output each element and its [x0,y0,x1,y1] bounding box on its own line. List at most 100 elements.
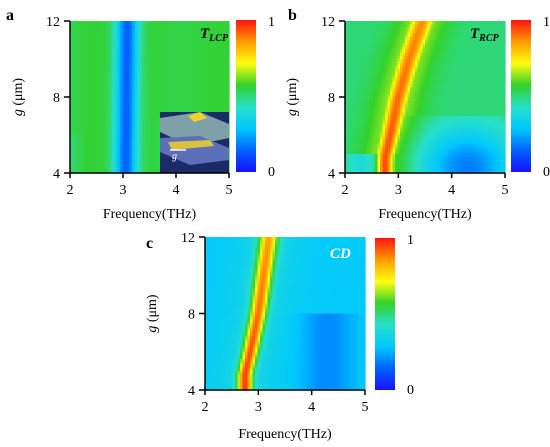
heatmap-cell [151,125,156,130]
heatmap-cell [114,21,118,25]
heatmap-cell [164,27,168,32]
heatmap-cell [500,52,504,57]
heatmap-cell [390,30,394,35]
heatmap-cell [77,24,81,28]
heatmap-cell [70,150,74,155]
heatmap-cell [420,27,424,32]
heatmap-cell [166,100,170,104]
heatmap-cell [500,40,504,44]
heatmap-cell [112,30,116,35]
heatmap-cell [186,21,190,25]
heatmap-cell [176,33,180,38]
heatmap-cell [171,106,175,111]
heatmap-cell [99,157,103,161]
heatmap-cell [94,154,98,158]
heatmap-cell [495,40,499,44]
heatmap-cell [89,150,93,155]
heatmap-cell [79,147,84,152]
heatmap-cell [467,52,471,57]
heatmap-cell [124,100,128,104]
heatmap-cell [447,43,451,47]
heatmap-cell [226,106,230,111]
heatmap-cell [355,24,359,28]
heatmap-cell [400,33,404,38]
heatmap-cell [455,49,459,54]
heatmap-cell [362,55,366,60]
heatmap-cell [176,90,180,95]
heatmap-cell [82,27,86,32]
heatmap-cell [199,71,203,76]
heatmap-cell [194,74,198,79]
heatmap-cell [109,33,113,38]
heatmap-cell [74,71,79,76]
heatmap-cell [407,43,411,47]
heatmap-cell [99,112,103,117]
heatmap-cell [345,43,349,47]
heatmap-cell [124,24,128,28]
heatmap-cell [201,59,205,63]
heatmap-cell [144,27,148,32]
heatmap-cell [380,24,384,28]
heatmap-cell [221,78,225,82]
heatmap-cell [82,141,86,146]
heatmap-cell [171,84,175,89]
heatmap-cell [84,147,88,152]
heatmap-cell [129,135,133,139]
heatmap-cell [112,36,116,41]
heatmap-cell [224,46,228,51]
heatmap-cell [149,33,153,38]
heatmap-cell [117,87,121,92]
heatmap-cell [102,24,106,28]
heatmap-cell [112,106,116,111]
heatmap-cell [189,71,193,76]
heatmap-cell [216,27,220,32]
heatmap-cell [194,33,198,38]
heatmap-cell [226,93,230,98]
heatmap-cell [112,71,116,76]
heatmap-cell [432,55,436,60]
heatmap-cell [137,87,141,92]
heatmap-cell [492,43,496,47]
heatmap-cell [142,46,146,51]
heatmap-cell [154,103,158,108]
heatmap-cell [74,65,79,70]
heatmap-cell [367,55,371,60]
heatmap-cell [211,21,215,25]
heatmap-cell [392,36,396,41]
heatmap-cell [154,62,158,66]
heatmap-cell [169,62,173,66]
heatmap-cell [442,36,446,41]
heatmap-cell [139,160,143,165]
heatmap-cell [127,52,131,57]
heatmap-cell [447,33,451,38]
heatmap-cell [224,33,228,38]
heatmap-cell [122,106,126,111]
heatmap-cell [201,43,205,47]
heatmap-cell [89,169,93,174]
heatmap-cell [149,71,153,76]
heatmap-cell [132,87,136,92]
heatmap-cell [154,147,158,152]
heatmap-cell [176,21,180,25]
heatmap-cell [216,109,220,114]
heatmap-cell [367,52,371,57]
heatmap-cell [189,55,193,60]
heatmap-cell [487,27,491,32]
heatmap-cell [119,122,123,127]
heatmap-cell [181,49,185,54]
heatmap-cell [452,52,456,57]
heatmap-cell [159,100,163,104]
heatmap-cell [149,43,153,47]
heatmap-cell [490,46,494,51]
heatmap-cell [127,87,131,92]
heatmap-cell [97,46,101,51]
heatmap-cell [124,81,128,85]
heatmap-cell [132,97,136,101]
heatmap-cell [104,24,108,28]
heatmap-cell [460,52,464,57]
heatmap-cell [79,125,84,130]
heatmap-cell [211,97,215,101]
heatmap-cell [159,65,163,70]
heatmap-cell [70,71,74,76]
heatmap-cell [74,141,79,146]
